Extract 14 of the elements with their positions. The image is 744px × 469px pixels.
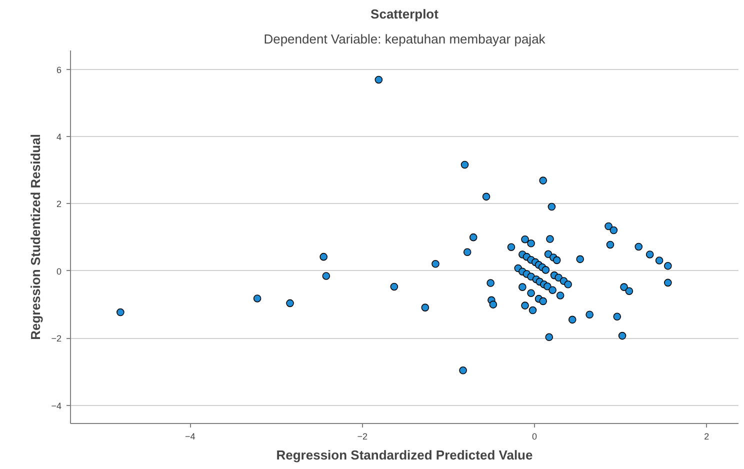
x-axis-title: Regression Standardized Predicted Value <box>276 448 533 462</box>
y-tick-label: 0 <box>56 266 62 276</box>
y-tick-label: 2 <box>56 199 62 210</box>
y-tick-label: −4 <box>51 400 62 411</box>
y-tick-label: 6 <box>56 64 62 75</box>
y-axis-title: Regression Studentized Residual <box>28 134 44 340</box>
x-tick-label: 2 <box>704 432 710 442</box>
y-tick-label: 4 <box>56 132 62 142</box>
y-tick-label: −2 <box>51 334 62 344</box>
x-tick-label: −4 <box>185 432 196 442</box>
chart-subtitle: Dependent Variable: kepatuhan membayar pajak <box>264 32 546 46</box>
chart-title: Scatterplot <box>370 6 440 22</box>
x-tick-label: −2 <box>357 432 368 442</box>
x-tick-label: 0 <box>532 432 537 442</box>
